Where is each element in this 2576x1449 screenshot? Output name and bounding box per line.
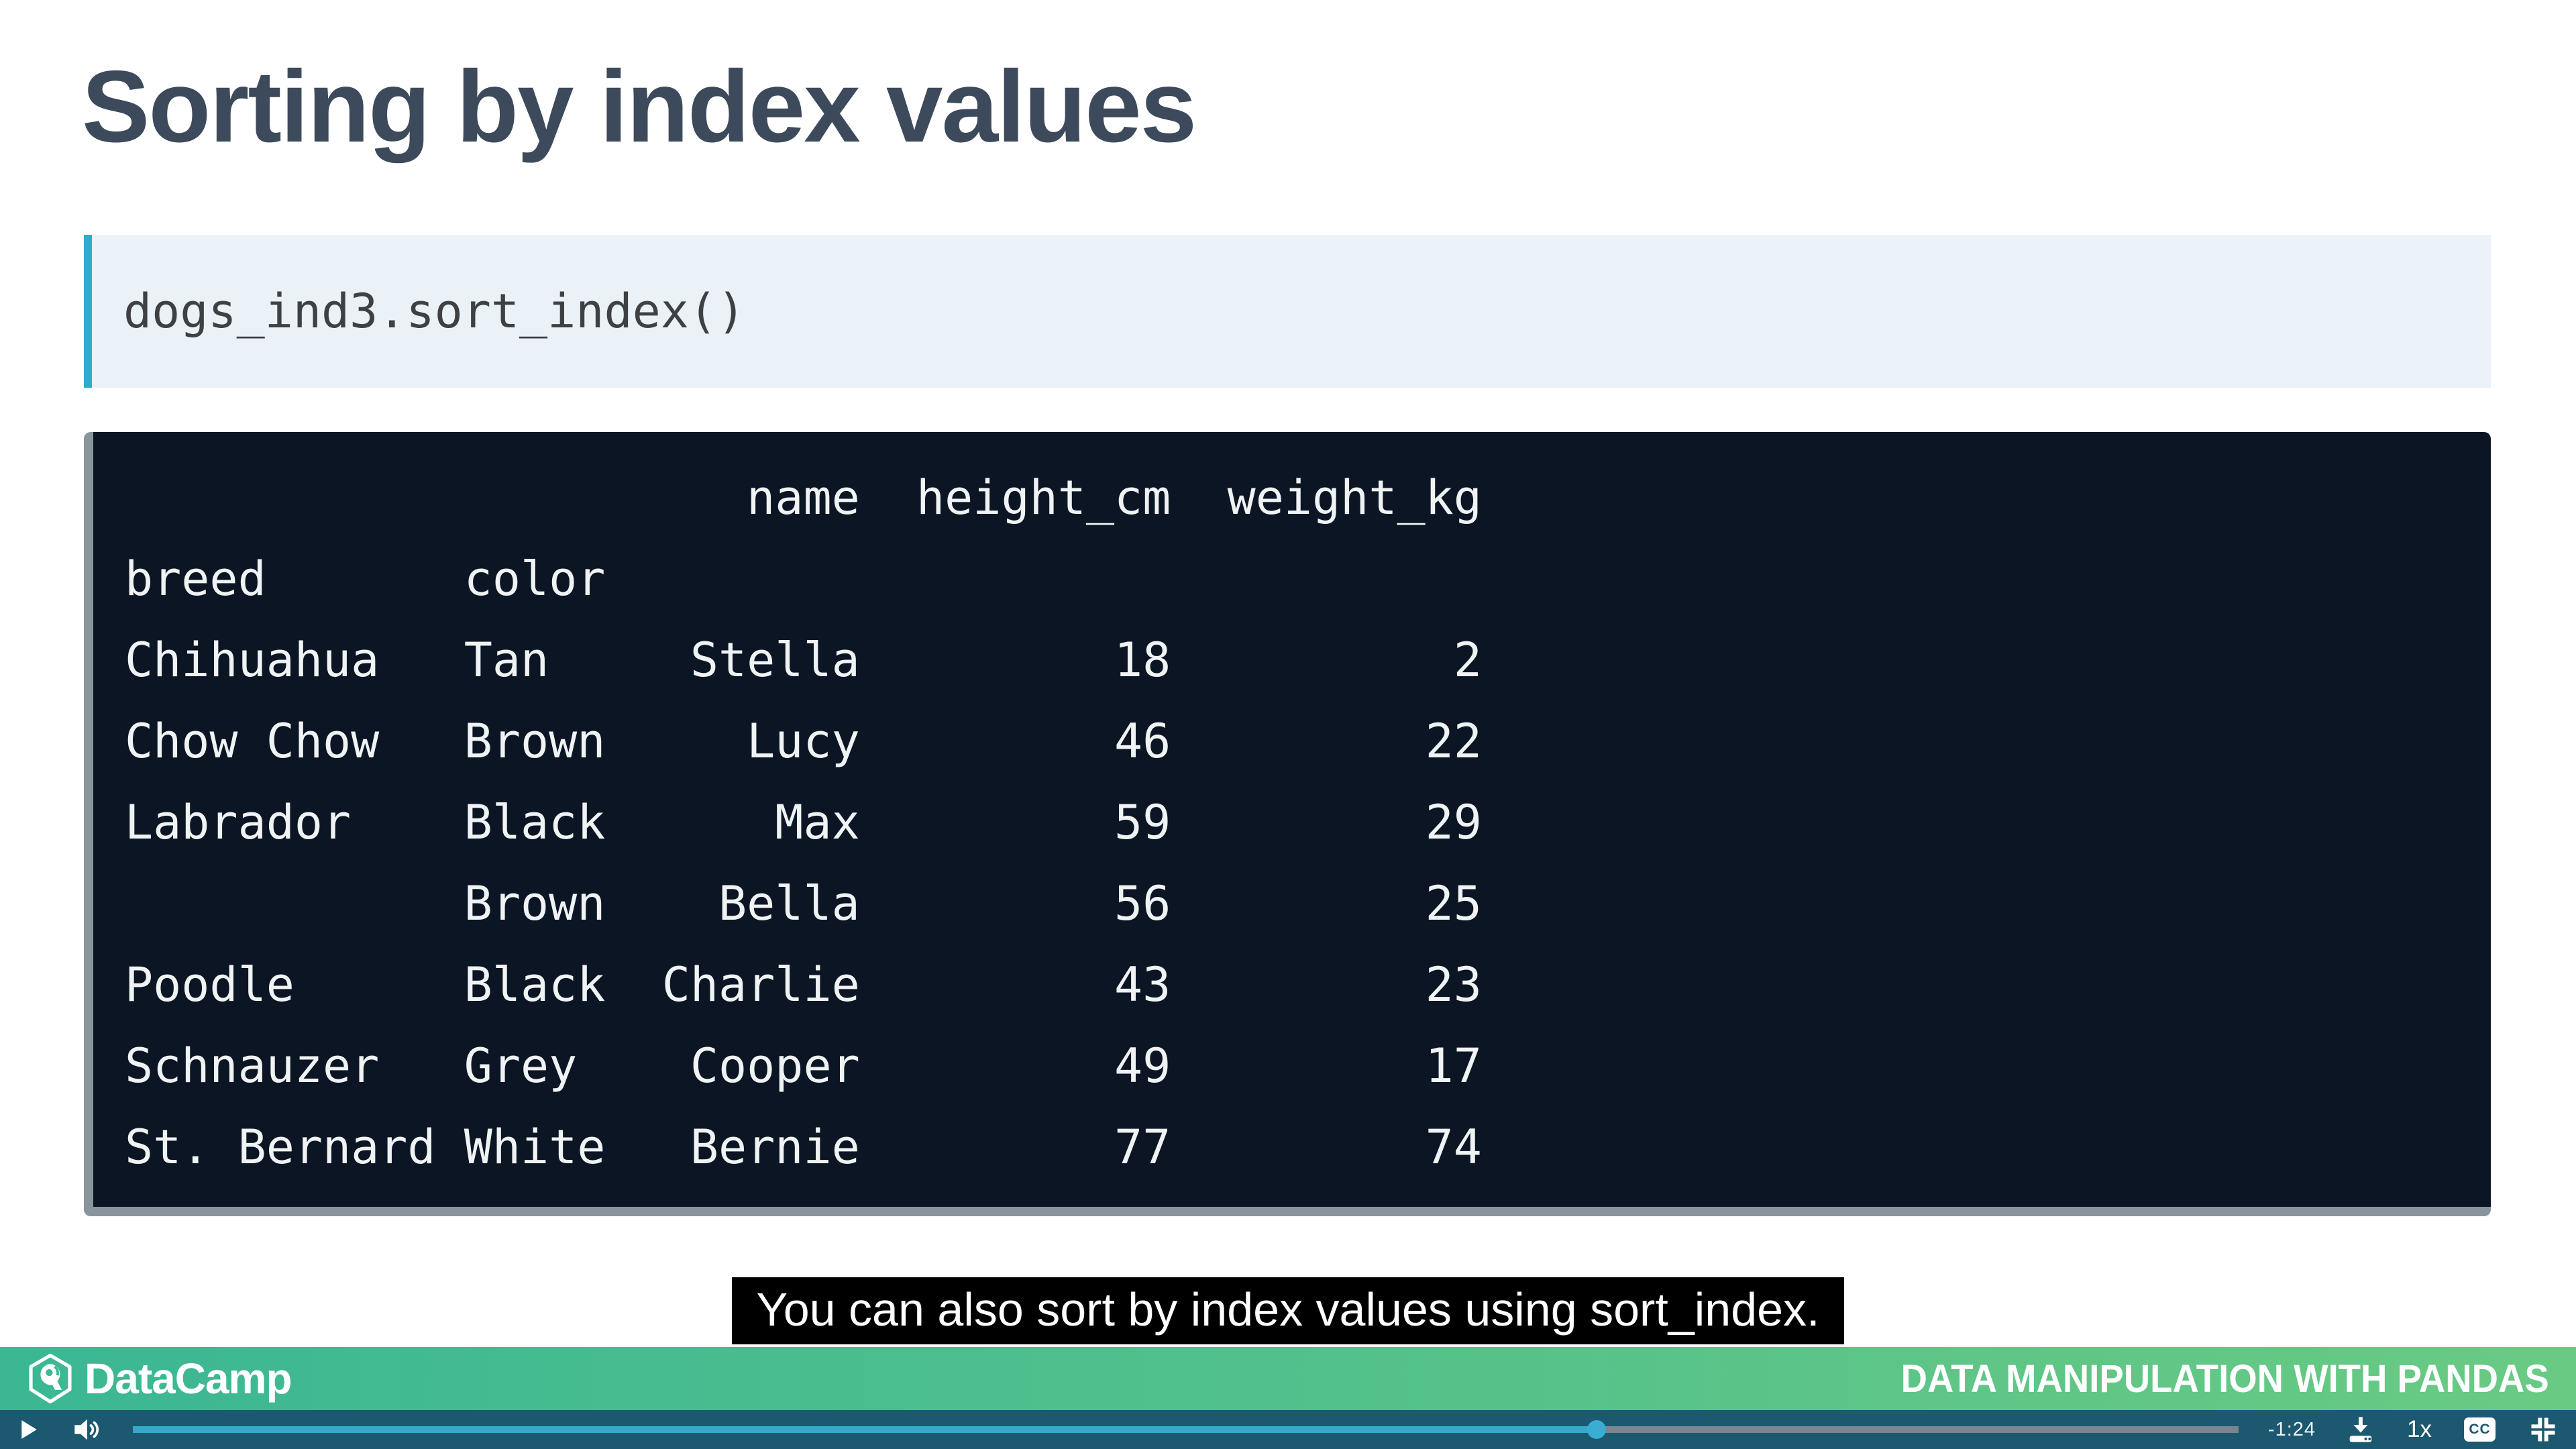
download-button[interactable] bbox=[2347, 1415, 2375, 1444]
volume-button[interactable] bbox=[72, 1416, 102, 1443]
captions-button[interactable]: CC bbox=[2464, 1417, 2496, 1442]
play-button[interactable] bbox=[20, 1419, 38, 1440]
footer-brand-bar: DataCamp DATA MANIPULATION WITH PANDAS bbox=[0, 1347, 2576, 1410]
download-icon bbox=[2349, 1417, 2372, 1442]
datacamp-logo: DataCamp bbox=[28, 1354, 292, 1403]
caption-text: You can also sort by index values using … bbox=[732, 1277, 1844, 1344]
playback-speed-button[interactable]: 1x bbox=[2407, 1416, 2432, 1442]
page-title: Sorting by index values bbox=[82, 50, 1197, 164]
terminal-panel: name height_cm weight_kg breed color Chi… bbox=[84, 432, 2491, 1216]
video-player-controls: -1:24 1x CC bbox=[0, 1410, 2576, 1449]
progress-played bbox=[133, 1420, 1606, 1439]
datacamp-logo-icon bbox=[29, 1354, 72, 1403]
play-icon bbox=[21, 1420, 37, 1439]
terminal-output: name height_cm weight_kg breed color Chi… bbox=[125, 470, 1482, 1175]
course-title: DATA MANIPULATION WITH PANDAS bbox=[1900, 1356, 2549, 1401]
caption-row: You can also sort by index values using … bbox=[0, 1277, 2576, 1344]
progress-knob[interactable] bbox=[1587, 1420, 1606, 1439]
exit-fullscreen-icon bbox=[2531, 1417, 2555, 1442]
code-text: dogs_ind3.sort_index() bbox=[123, 284, 746, 339]
progress-bar[interactable] bbox=[133, 1420, 2239, 1439]
exit-fullscreen-button[interactable] bbox=[2529, 1415, 2557, 1444]
brand-name: DataCamp bbox=[85, 1354, 292, 1403]
volume-icon bbox=[74, 1419, 99, 1440]
code-block: dogs_ind3.sort_index() bbox=[84, 235, 2491, 388]
time-remaining: -1:24 bbox=[2267, 1418, 2316, 1440]
